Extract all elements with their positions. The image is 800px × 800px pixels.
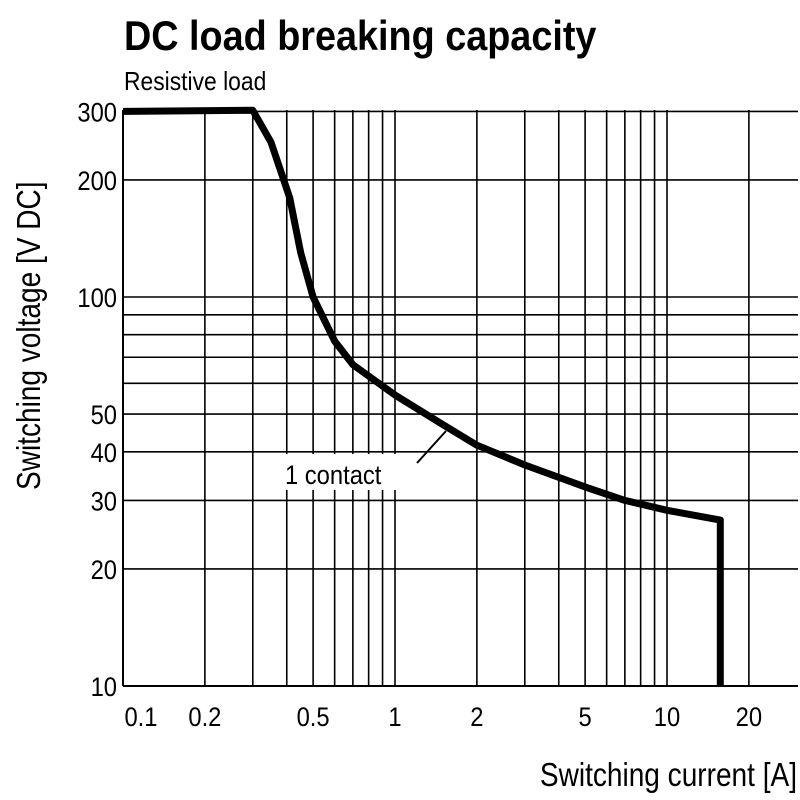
x-tick-label: 1 [388,703,401,733]
y-tick-label: 50 [91,401,117,431]
x-tick-label: 0.5 [297,703,330,733]
x-tick-label: 20 [736,703,762,733]
x-tick-label: 0.2 [188,703,221,733]
x-axis-label: Switching current [A] [540,757,797,794]
y-tick-labels: 300 200 100 50 40 30 20 10 [77,98,117,702]
y-tick-label: 20 [91,556,117,586]
annotation-1-contact: 1 contact [285,461,381,491]
grid [122,110,798,687]
y-tick-label: 30 [91,487,117,517]
chart-title: DC load breaking capacity [124,13,596,59]
chart-subtitle: Resistive load [124,68,266,97]
y-tick-label: 300 [77,98,117,128]
x-tick-labels: 0.1 0.2 0.5 1 2 5 10 20 [124,703,762,733]
y-tick-label: 10 [91,673,117,703]
y-tick-label: 40 [91,438,117,468]
y-tick-label: 200 [77,167,117,197]
annotation-background [282,454,408,490]
x-tick-label: 5 [579,703,592,733]
x-tick-label: 10 [654,703,680,733]
series-line-1-contact [122,106,724,686]
y-axis-label: Switching voltage [V DC] [11,181,48,490]
annotation-leader-line [416,430,447,464]
x-tick-label: 0.1 [124,703,157,733]
x-tick-label: 2 [470,703,483,733]
y-tick-label: 100 [77,284,117,314]
